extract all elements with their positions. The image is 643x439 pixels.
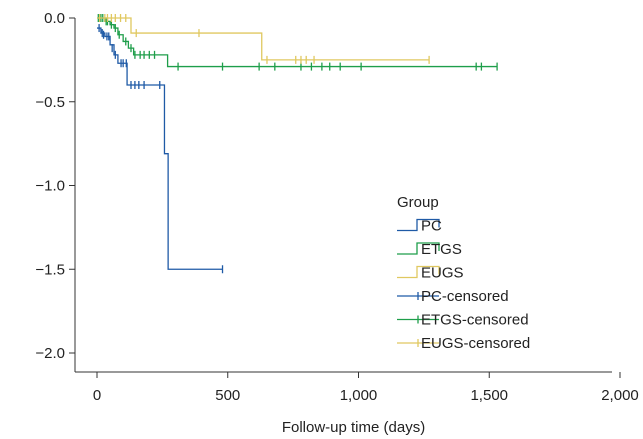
legend-title: Group: [397, 194, 439, 211]
series-eugs: [97, 14, 430, 64]
legend-entry-etgs-censored: ETGS-censored: [397, 312, 529, 329]
y-tick-label: −1.0: [35, 178, 65, 195]
legend-label: EUGS-censored: [421, 335, 530, 352]
x-axis-title: Follow-up time (days): [282, 419, 425, 436]
x-tick-label: 1,500: [470, 387, 508, 404]
legend-entry-pc-censored: PC-censored: [397, 288, 509, 305]
series-etgs: [97, 14, 498, 71]
x-axis-ticks: 0 500 1,000 1,500 2,000: [93, 372, 639, 404]
y-axis-ticks: 0.0 −0.5 −1.0 −1.5 −2.0: [35, 10, 75, 362]
x-tick-label: 0: [93, 387, 101, 404]
step-line-etgs: [97, 17, 498, 68]
legend-label: PC-censored: [421, 288, 509, 305]
legend-swatch-step: [397, 265, 440, 279]
legend-swatch-step: [397, 242, 440, 255]
legend-label: PC: [421, 218, 442, 235]
legend-entry-pc: PC: [397, 218, 442, 235]
series-pc: [97, 24, 224, 274]
y-tick-label: 0.0: [44, 10, 65, 27]
legend-label: ETGS-censored: [421, 312, 529, 329]
legend-entry-eugs-censored: EUGS-censored: [397, 335, 530, 352]
y-tick-label: −2.0: [35, 345, 65, 362]
legend: Group PC ETGS EUGS PC-censored ETGS-censored…: [397, 194, 530, 352]
legend-entries: PC ETGS EUGS PC-censored ETGS-censored EUGS-c…: [397, 218, 530, 352]
plot-series: [97, 14, 498, 274]
y-tick-label: −0.5: [35, 94, 65, 111]
axes: [74, 18, 612, 373]
legend-label: EUGS: [421, 265, 464, 282]
x-tick-label: 2,000: [601, 387, 639, 404]
legend-entry-eugs: EUGS: [397, 265, 464, 282]
legend-label: ETGS: [421, 241, 462, 258]
step-line-pc: [97, 27, 223, 270]
legend-swatch-step: [397, 218, 440, 232]
y-tick-label: −1.5: [35, 261, 65, 278]
x-tick-label: 1,000: [340, 387, 378, 404]
step-line-eugs: [97, 17, 430, 61]
legend-entry-etgs: ETGS: [397, 241, 462, 258]
x-tick-label: 500: [215, 387, 240, 404]
